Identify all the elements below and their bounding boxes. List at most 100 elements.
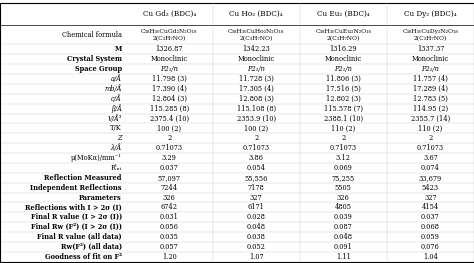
Text: 327: 327 xyxy=(424,194,437,201)
Text: 11.798 (3): 11.798 (3) xyxy=(152,75,187,83)
Text: 6171: 6171 xyxy=(248,203,264,211)
Text: 4154: 4154 xyxy=(422,203,439,211)
Text: Final Rw (F²) (I > 2σ (I)): Final Rw (F²) (I > 2σ (I)) xyxy=(31,223,122,231)
Text: P2₁/n: P2₁/n xyxy=(335,65,352,73)
Text: 17.390 (4): 17.390 (4) xyxy=(152,85,187,93)
Text: Rᴵₙₜ: Rᴵₙₜ xyxy=(110,164,122,172)
Text: Crystal System: Crystal System xyxy=(67,55,122,63)
Text: 0.057: 0.057 xyxy=(160,243,179,251)
Text: M: M xyxy=(114,45,122,53)
Text: C₃₈H₃₀CuGd₂N₂O₁₈: C₃₈H₃₀CuGd₂N₂O₁₈ xyxy=(141,29,197,34)
Text: 0.035: 0.035 xyxy=(160,233,179,241)
Text: 0.028: 0.028 xyxy=(247,213,266,221)
Text: 2353.9 (10): 2353.9 (10) xyxy=(237,114,276,123)
Text: Chemical formula: Chemical formula xyxy=(62,31,122,39)
Text: 6742: 6742 xyxy=(161,203,178,211)
Text: 12.808 (3): 12.808 (3) xyxy=(239,95,273,103)
Text: λ/Å: λ/Å xyxy=(110,144,122,152)
Text: 0.069: 0.069 xyxy=(334,164,353,172)
Text: 0.71073: 0.71073 xyxy=(243,144,270,152)
Text: Monoclinic: Monoclinic xyxy=(151,55,188,63)
Text: 33,679: 33,679 xyxy=(419,174,442,182)
Text: 110 (2): 110 (2) xyxy=(331,124,356,132)
Text: 0.71073: 0.71073 xyxy=(330,144,357,152)
Text: 1.20: 1.20 xyxy=(162,253,176,261)
Text: 0.037: 0.037 xyxy=(160,164,179,172)
Text: 0.037: 0.037 xyxy=(421,213,440,221)
Text: Rw(F²) (all data): Rw(F²) (all data) xyxy=(61,243,122,251)
Text: P2₁/n: P2₁/n xyxy=(247,65,265,73)
Text: 1316.29: 1316.29 xyxy=(329,45,357,53)
Text: Monoclinic: Monoclinic xyxy=(237,55,275,63)
Text: 0.076: 0.076 xyxy=(421,243,440,251)
Text: 1326.87: 1326.87 xyxy=(155,45,183,53)
Text: 327: 327 xyxy=(250,194,263,201)
Text: 2: 2 xyxy=(341,134,346,142)
Text: c/Å: c/Å xyxy=(111,95,122,103)
Text: 2375.4 (10): 2375.4 (10) xyxy=(150,114,189,123)
Text: T/K: T/K xyxy=(110,124,122,132)
Text: 2(C₃H₇NO): 2(C₃H₇NO) xyxy=(153,36,186,41)
Text: 11.728 (3): 11.728 (3) xyxy=(239,75,273,83)
Text: 2355.7 (14): 2355.7 (14) xyxy=(411,114,450,123)
Text: Monoclinic: Monoclinic xyxy=(412,55,449,63)
Text: 2(C₃H₇NO): 2(C₃H₇NO) xyxy=(327,36,360,41)
Text: 0.031: 0.031 xyxy=(160,213,179,221)
Text: 0.048: 0.048 xyxy=(334,233,353,241)
Text: 3.67: 3.67 xyxy=(423,154,438,162)
Text: 1.07: 1.07 xyxy=(249,253,264,261)
Text: 0.054: 0.054 xyxy=(247,164,266,172)
Text: Independent Reflections: Independent Reflections xyxy=(30,184,122,192)
Text: C₃₈H₃₀CuEu₂N₂O₁₈: C₃₈H₃₀CuEu₂N₂O₁₈ xyxy=(315,29,371,34)
Text: 0.038: 0.038 xyxy=(247,233,266,241)
Text: Reflections with I > 2σ (I): Reflections with I > 2σ (I) xyxy=(25,203,122,211)
Text: P2₁/n: P2₁/n xyxy=(160,65,178,73)
Text: Final R value (I > 2σ (I)): Final R value (I > 2σ (I)) xyxy=(30,213,122,221)
Text: mb/Å: mb/Å xyxy=(104,85,122,93)
Text: 0.052: 0.052 xyxy=(247,243,266,251)
Text: 0.087: 0.087 xyxy=(334,223,353,231)
Text: 0.068: 0.068 xyxy=(421,223,440,231)
Text: 2: 2 xyxy=(254,134,258,142)
Text: 0.059: 0.059 xyxy=(421,233,440,241)
Text: 17.516 (5): 17.516 (5) xyxy=(326,85,361,93)
Text: Z: Z xyxy=(117,134,122,142)
Text: C₃₈H₃₀CuDy₂N₂O₁₈: C₃₈H₃₀CuDy₂N₂O₁₈ xyxy=(402,29,458,34)
Text: 7178: 7178 xyxy=(248,184,264,192)
Text: 2(C₃H₇NO): 2(C₃H₇NO) xyxy=(239,36,273,41)
Text: 12.802 (3): 12.802 (3) xyxy=(326,95,361,103)
Text: Cu Gd₂ (BDC)₄: Cu Gd₂ (BDC)₄ xyxy=(143,10,196,18)
Text: 75,255: 75,255 xyxy=(332,174,355,182)
Text: 115.285 (8): 115.285 (8) xyxy=(149,105,189,113)
Text: 5505: 5505 xyxy=(335,184,352,192)
Text: 100 (2): 100 (2) xyxy=(244,124,268,132)
Text: 100 (2): 100 (2) xyxy=(157,124,181,132)
Text: 1.04: 1.04 xyxy=(423,253,438,261)
Text: 3.12: 3.12 xyxy=(336,154,351,162)
Text: 4805: 4805 xyxy=(335,203,352,211)
Text: Cu Ho₂ (BDC)₄: Cu Ho₂ (BDC)₄ xyxy=(229,10,283,18)
Text: 3.29: 3.29 xyxy=(162,154,177,162)
Text: 1337.37: 1337.37 xyxy=(417,45,444,53)
Text: 115.578 (7): 115.578 (7) xyxy=(324,105,363,113)
Text: 7244: 7244 xyxy=(161,184,178,192)
Text: P2₁/n: P2₁/n xyxy=(421,65,439,73)
Text: 5423: 5423 xyxy=(422,184,439,192)
Text: 2(C₃H₇NO): 2(C₃H₇NO) xyxy=(414,36,447,41)
Text: 2388.1 (10): 2388.1 (10) xyxy=(324,114,363,123)
Text: 57,097: 57,097 xyxy=(158,174,181,182)
Text: 12.783 (5): 12.783 (5) xyxy=(413,95,448,103)
Text: Reflection Measured: Reflection Measured xyxy=(45,174,122,182)
Text: 1.11: 1.11 xyxy=(336,253,351,261)
Text: 17.289 (4): 17.289 (4) xyxy=(413,85,448,93)
Text: 11.757 (4): 11.757 (4) xyxy=(413,75,448,83)
Text: 11.806 (3): 11.806 (3) xyxy=(326,75,361,83)
Text: 55,556: 55,556 xyxy=(245,174,268,182)
Text: 2: 2 xyxy=(167,134,171,142)
Text: 0.048: 0.048 xyxy=(247,223,266,231)
Text: Final R value (all data): Final R value (all data) xyxy=(37,233,122,241)
Text: Cu Dy₂ (BDC)₄: Cu Dy₂ (BDC)₄ xyxy=(404,10,457,18)
Text: Parameters: Parameters xyxy=(79,194,122,201)
Text: 0.039: 0.039 xyxy=(334,213,353,221)
Text: 114.95 (2): 114.95 (2) xyxy=(413,105,448,113)
